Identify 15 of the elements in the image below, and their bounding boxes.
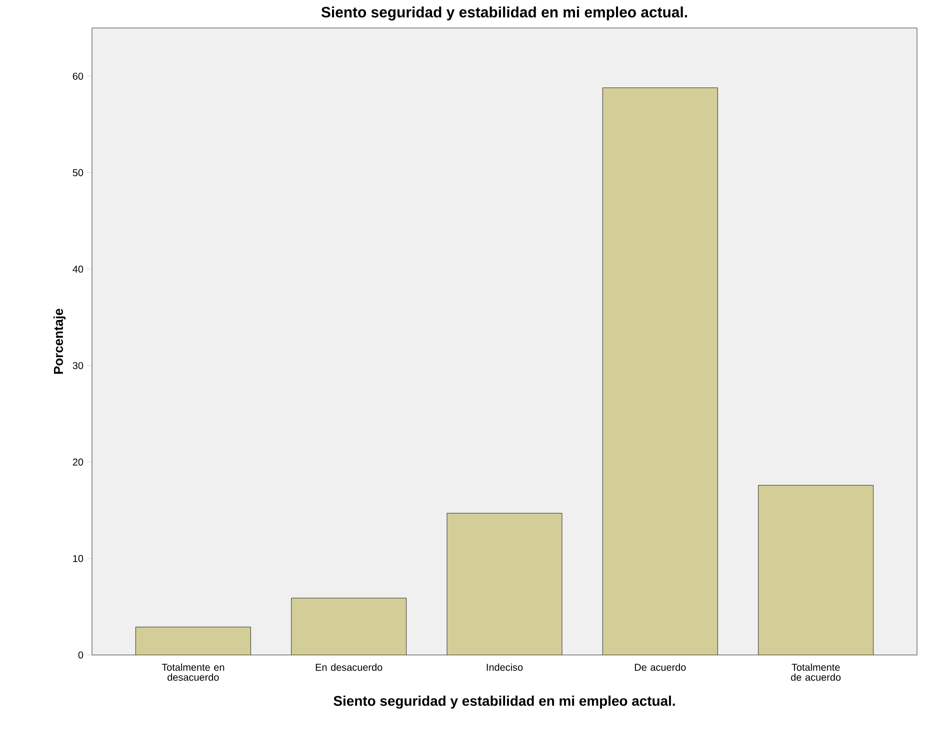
- y-tick-label: 10: [73, 555, 84, 562]
- y-tick-label: 40: [72, 266, 84, 273]
- x-tick-label: Indeciso: [486, 664, 523, 671]
- y-tick-label: 20: [72, 458, 84, 466]
- x-axis-title: Siento seguridad y estabilidad en mi empleo actual.: [334, 696, 675, 709]
- x-tick-label: En desacuerdo: [316, 664, 382, 671]
- x-tick-label: Totalmente en desacuerdo: [162, 664, 224, 681]
- y-axis-title: Porcentaje: [53, 308, 66, 374]
- y-tick-label: 0: [78, 651, 84, 659]
- y-tick-label: 60: [72, 72, 84, 80]
- y-tick-label: 50: [72, 169, 84, 176]
- x-tick-label: Totalmente de acuerdo: [791, 664, 841, 681]
- y-tick-label: 30: [72, 362, 84, 370]
- x-tick-label: De acuerdo: [634, 664, 686, 671]
- chart-title: Siento seguridad y estabilidad en mi empleo actual.: [321, 6, 688, 20]
